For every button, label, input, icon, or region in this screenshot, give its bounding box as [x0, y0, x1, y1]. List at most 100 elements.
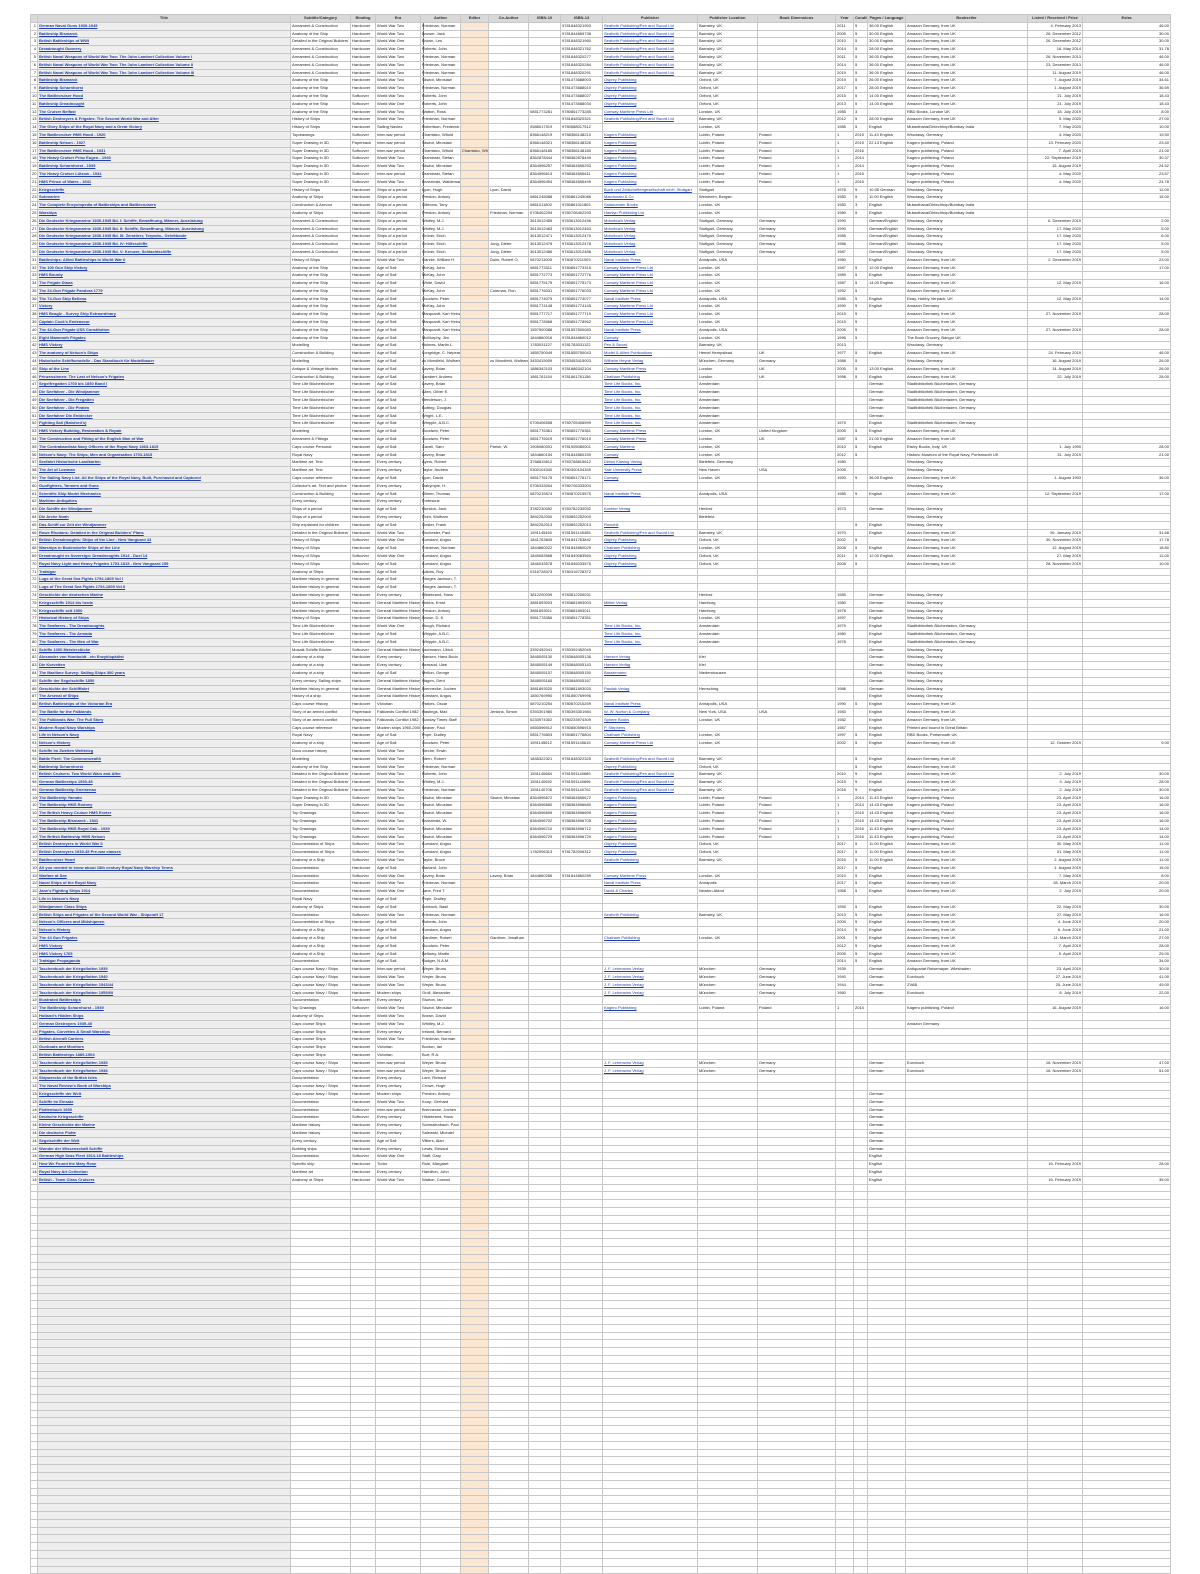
table-cell[interactable]: W. W. Norton & Company [602, 707, 698, 717]
table-cell[interactable]: Osprey Publishing [602, 536, 698, 546]
table-row-empty[interactable] [30, 1253, 1171, 1263]
column-header[interactable]: Era [375, 14, 421, 23]
book-title-link[interactable]: Alexander von Humboldt - ein Enzyklopädi… [37, 653, 291, 663]
table-cell[interactable]: J. F. Lehmanns Verlag [602, 965, 698, 975]
column-header[interactable]: Condition [853, 14, 868, 23]
table-row-empty[interactable] [30, 1347, 1171, 1357]
table-cell[interactable]: J. F. Lehmanns Verlag [602, 988, 698, 998]
spreadsheet[interactable]: Title Subtitle/Category Binding Era Author Ed… [30, 14, 1171, 1574]
table-cell[interactable] [602, 918, 698, 928]
book-title-link[interactable]: Gunfighters, Tanners and Guns [37, 481, 291, 491]
book-title-link[interactable]: Modern Royal Navy Warships [37, 723, 291, 733]
table-row[interactable]: 10 The Battlecruiser Hood Anatomy of the S… [30, 91, 1171, 101]
book-title-link[interactable]: British Battleships of the Victorian Era [37, 700, 291, 709]
table-row[interactable]: 75 Kriegsschiffe 1914 bis heute Maritime h… [30, 598, 1171, 608]
book-title-link[interactable]: Flottenbuch 1939 [37, 1105, 291, 1115]
table-row[interactable]: 44 Historische Schiffsmodelle - Das Stand… [30, 357, 1171, 366]
table-row-empty[interactable] [30, 1401, 1171, 1411]
book-title-link[interactable]: The British Heavy Cruiser HMS Exeter [37, 809, 291, 819]
table-row[interactable]: 6 British Naval Weapons of World War Two:… [30, 60, 1171, 70]
book-title-link[interactable]: The Battleship Bismarck - 1941 [37, 817, 291, 826]
table-row[interactable]: 51 Die Seefahrer Die Entdecker Time Life B… [30, 411, 1171, 421]
table-row[interactable]: 38 HMS Beagle - Survey Ship Extraordinary… [30, 310, 1171, 320]
table-row[interactable]: 144Segelschiffe der WeltEvery centuryHar… [30, 1136, 1171, 1146]
table-cell[interactable] [602, 746, 698, 756]
table-cell[interactable]: Osprey Publishing [602, 76, 698, 86]
book-title-link[interactable]: Kleine Geschichte der Marine [37, 1121, 291, 1130]
book-title-link[interactable]: Royal Navy Art Collection [37, 1167, 291, 1177]
book-title-link[interactable]: Segelschiffe der Welt [37, 1136, 291, 1146]
table-row[interactable]: 66 Rowe Rhodans: Detailed in the Original… [30, 528, 1171, 538]
table-row[interactable]: 78 The Seafarers - The Dreadnoughts Time L… [30, 622, 1171, 631]
book-title-link[interactable]: Battleships: Allied Battleships in World… [37, 255, 291, 265]
book-title-link[interactable]: The Seafarers - The Dreadnoughts [37, 622, 291, 631]
table-cell[interactable] [602, 1136, 698, 1146]
book-title-link[interactable]: Wunder der Wissenschaft Schiffe [37, 1144, 291, 1154]
table-row[interactable]: 98 German Battleships 1939-45 Detailed in … [30, 778, 1171, 787]
table-row-empty[interactable] [30, 1456, 1171, 1466]
table-cell[interactable]: Conway Maritime Press [602, 435, 698, 444]
table-cell[interactable]: Pen & Sword [602, 341, 698, 351]
table-cell[interactable]: Wilhelm Heyne Verlag [602, 357, 698, 366]
table-row[interactable]: 102The British Heavy Cruiser HMS ExeterT… [30, 809, 1171, 819]
book-title-link[interactable]: Dreadnought vs Sovereign: Dreadnoughts 1… [37, 551, 291, 561]
table-row[interactable]: 100The Battleship YamatoSuper Drawing in… [30, 793, 1171, 803]
book-title-link[interactable]: Historical History of Ships [37, 614, 291, 624]
book-title-link[interactable]: British Naval Weapons of World War Two: … [37, 68, 291, 78]
book-title-link[interactable]: Nelson's History [37, 739, 291, 748]
table-cell[interactable] [602, 1128, 698, 1138]
table-cell[interactable]: Seaforth Publishing/Pen and Sword Ltd [602, 37, 698, 47]
table-row-empty[interactable] [30, 1409, 1171, 1419]
book-title-link[interactable]: German Naval Guns 1939-1945 [37, 21, 291, 31]
table-cell[interactable]: Seaforth Publishing/Pen and Sword Ltd [602, 528, 698, 538]
table-cell[interactable]: Osprey Publishing [602, 84, 698, 93]
book-title-link[interactable]: The 44-Gun Frigate USS Constitution [37, 325, 291, 335]
table-row[interactable]: 45 Ship of the Line Antique & Vintage Mode… [30, 364, 1171, 374]
table-row[interactable]: 30 Die Deutsche Kriegsmarine 1939-1945 Bd… [30, 247, 1171, 257]
table-row[interactable]: 41 Eight Mammoth Frigates Anatomy of the S… [30, 333, 1171, 343]
book-title-link[interactable]: Die Korvetten [37, 661, 291, 670]
table-row-empty[interactable] [30, 1292, 1171, 1302]
book-title-link[interactable]: Die Deutsche Kriegsmarine 1939-1945 Bd. … [37, 240, 291, 249]
book-title-link[interactable]: The Battleship HMS Royal Oak - 1939 [37, 824, 291, 834]
table-row[interactable]: 127The Battleship Scharnhorst - 1939Top … [30, 1004, 1171, 1013]
table-row-empty[interactable] [30, 1269, 1171, 1279]
table-row[interactable]: 65 Das Schiff zur Zeit der Windjammer Ship… [30, 520, 1171, 530]
book-title-link[interactable]: Nelson's Officers and Midshipmen [37, 918, 291, 928]
table-row[interactable]: 15 The Battlecruiser HMS Hood - 1920 Topdr… [30, 130, 1171, 140]
table-row[interactable]: 53 HMS Victory Building, Restoration & Re… [30, 427, 1171, 437]
table-row[interactable]: 2 Battleship Bismarck Anatomy of the Ship H… [30, 29, 1171, 39]
book-title-link[interactable]: HMS Victory [37, 941, 291, 951]
column-header[interactable]: Co-Author [488, 14, 529, 23]
table-row-empty[interactable] [30, 1206, 1171, 1216]
table-row-empty[interactable] [30, 1433, 1171, 1442]
table-row[interactable]: 72 Lugs of the Great Sea Fights 1794-1805… [30, 575, 1171, 585]
table-row[interactable]: 11 Battleship Dreadnought Anatomy of the S… [30, 99, 1171, 109]
table-cell[interactable]: Time Life Books, Inc. [602, 411, 698, 421]
book-title-link[interactable]: The 100 Gun Ship Victory [37, 263, 291, 273]
book-title-link[interactable]: Taschenbuch der Kriegsflotten 1938 [37, 1066, 291, 1076]
table-cell[interactable] [602, 513, 698, 522]
book-title-link[interactable]: Trafalgar [37, 567, 291, 577]
book-title-link[interactable]: The Battlecruiser HMS Hood - 1931 [37, 146, 291, 156]
table-cell[interactable]: Chatham Publishing [602, 934, 698, 943]
table-row-empty[interactable] [30, 1386, 1171, 1396]
table-cell[interactable]: Seaforth Publishing/Pen and Sword Ltd [602, 21, 698, 31]
table-row-empty[interactable] [30, 1331, 1171, 1341]
table-row[interactable]: 60 Gunfighters, Tanners and Guns Collector… [30, 481, 1171, 491]
table-row[interactable]: 84 The Maritime Survey: Sailing Ships 300… [30, 668, 1171, 678]
table-row[interactable]: 9 Battleship Scharnhorst Anatomy of the Sh… [30, 84, 1171, 93]
book-title-link[interactable]: German Battleships 1939-45 [37, 778, 291, 787]
book-title-link[interactable]: Life in Nelson's Navy [37, 731, 291, 741]
book-title-link[interactable]: HMS Beagle - Survey Ship Extraordinary [37, 310, 291, 320]
table-row[interactable]: 36 The 74-Gun Ship Bellona Anatomy of the … [30, 294, 1171, 304]
book-title-link[interactable]: HMS Bounty [37, 271, 291, 281]
table-cell[interactable]: Seaforth Publishing/Pen and Sword Ltd [602, 778, 698, 787]
table-row[interactable]: 22 Kriegsschiffe History of Ships Hardcover… [30, 185, 1171, 195]
table-cell[interactable] [602, 1089, 698, 1099]
table-row[interactable]: 29 Die Deutsche Kriegsmarine 1939-1945 Bd… [30, 240, 1171, 249]
table-cell[interactable]: Kagero Publishing [602, 154, 698, 164]
table-row[interactable]: 8 Battleship Bismarck Anatomy of the Ship H… [30, 76, 1171, 86]
table-cell[interactable]: Motorbuch Verlag [602, 216, 698, 226]
